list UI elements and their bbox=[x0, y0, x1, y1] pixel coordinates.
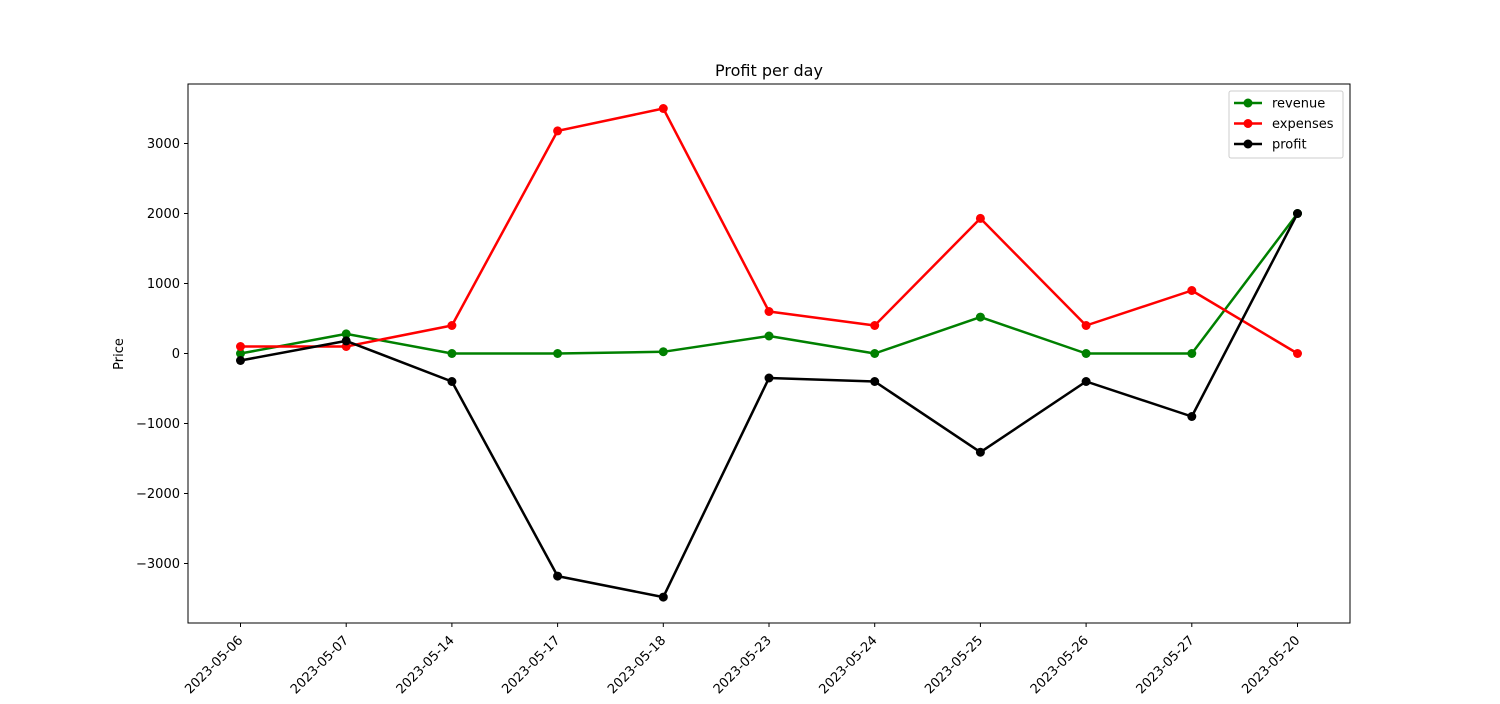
series-line-profit bbox=[239, 212, 1299, 599]
data-point-profit bbox=[1293, 209, 1302, 218]
plot-frame bbox=[187, 83, 1351, 624]
legend-swatch-marker bbox=[1243, 139, 1253, 149]
data-point-revenue bbox=[1081, 349, 1091, 358]
x-tick-label: 2023-05-25 bbox=[922, 633, 986, 697]
data-point-expenses bbox=[236, 342, 245, 351]
data-point-expenses bbox=[1293, 349, 1302, 358]
chart-title: Profit per day bbox=[715, 61, 823, 80]
x-tick-label: 2023-05-24 bbox=[816, 633, 880, 697]
x-tick-label: 2023-05-06 bbox=[182, 633, 246, 697]
data-point-expenses bbox=[764, 307, 774, 316]
data-point-profit bbox=[658, 592, 668, 602]
legend-box bbox=[1228, 90, 1344, 159]
y-tick-label: 0 bbox=[172, 347, 180, 362]
y-tick-label: 3000 bbox=[147, 137, 180, 152]
data-point-revenue bbox=[870, 349, 880, 358]
legend-label-expenses: expenses bbox=[1272, 117, 1334, 132]
data-point-revenue bbox=[553, 349, 563, 358]
legend-swatch-marker bbox=[1243, 98, 1253, 108]
data-point-expenses bbox=[870, 321, 880, 330]
data-point-profit bbox=[236, 356, 245, 365]
data-point-revenue bbox=[975, 312, 985, 322]
data-point-revenue bbox=[658, 347, 668, 357]
data-point-profit bbox=[870, 377, 880, 386]
x-tick-label: 2023-05-20 bbox=[1239, 633, 1303, 697]
y-tick-label: −1000 bbox=[136, 417, 180, 432]
x-tick-label: 2023-05-26 bbox=[1028, 633, 1092, 697]
data-point-expenses bbox=[1187, 286, 1197, 295]
plot-area: −3000 −2000 −1000 0 1000 2000 3000 2023-05-06 20… bbox=[136, 104, 1303, 697]
data-point-expenses bbox=[658, 104, 668, 113]
y-tick-label: 1000 bbox=[147, 277, 180, 292]
y-tick-label: 2000 bbox=[147, 207, 180, 222]
data-point-revenue bbox=[1187, 349, 1197, 358]
x-tick-label: 2023-05-14 bbox=[394, 633, 458, 697]
data-point-revenue bbox=[341, 329, 351, 339]
data-point-expenses bbox=[1081, 321, 1091, 330]
data-point-profit bbox=[764, 373, 774, 383]
data-point-expenses bbox=[553, 126, 563, 136]
x-tick-label: 2023-05-23 bbox=[711, 633, 775, 697]
data-point-profit bbox=[553, 571, 563, 581]
data-point-profit bbox=[1187, 412, 1197, 421]
x-tick-label: 2023-05-17 bbox=[499, 633, 563, 697]
data-point-revenue bbox=[447, 349, 457, 358]
x-tick-label: 2023-05-18 bbox=[605, 633, 669, 697]
y-tick-label: −3000 bbox=[136, 557, 180, 572]
x-tick-label: 2023-05-07 bbox=[288, 633, 352, 697]
legend-label-profit: profit bbox=[1272, 138, 1307, 153]
data-point-profit bbox=[447, 377, 457, 386]
data-point-revenue bbox=[236, 349, 245, 358]
data-point-expenses bbox=[447, 321, 457, 330]
x-tick-label: 2023-05-27 bbox=[1134, 633, 1198, 697]
legend: revenue expenses profit bbox=[1228, 90, 1344, 159]
y-axis-label: Price bbox=[112, 338, 127, 370]
data-point-profit bbox=[1081, 377, 1091, 386]
series-line-expenses bbox=[239, 107, 1299, 355]
y-tick-label: −2000 bbox=[136, 487, 180, 502]
legend-swatch-marker bbox=[1243, 119, 1253, 128]
data-point-profit bbox=[975, 447, 985, 457]
data-point-profit bbox=[341, 336, 351, 346]
data-point-expenses bbox=[975, 213, 985, 223]
legend-label-revenue: revenue bbox=[1272, 97, 1325, 112]
data-point-revenue bbox=[764, 331, 774, 341]
